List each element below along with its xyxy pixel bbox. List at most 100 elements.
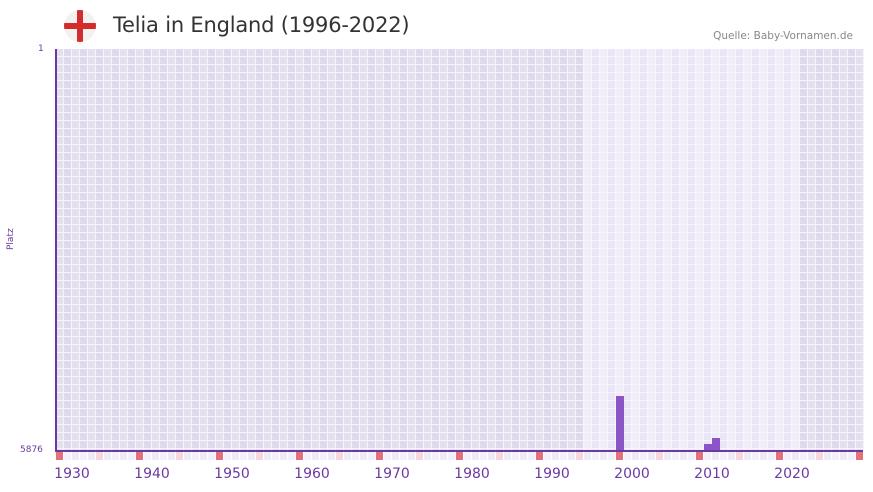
grid-column: [384, 49, 392, 450]
year-marker: [528, 451, 535, 460]
year-marker: [432, 451, 439, 460]
year-marker: [56, 451, 63, 460]
grid-column: [608, 49, 616, 450]
grid-column: [120, 49, 128, 450]
year-marker: [352, 451, 359, 460]
grid-column: [544, 49, 552, 450]
grid-column: [808, 49, 816, 450]
x-tick-label: 1990: [534, 466, 570, 482]
grid-column: [280, 49, 288, 450]
year-marker: [72, 451, 79, 460]
year-marker: [512, 451, 519, 460]
grid-column: [400, 49, 408, 450]
year-marker: [504, 451, 511, 460]
year-marker: [648, 451, 655, 460]
grid-column: [824, 49, 832, 450]
year-marker: [576, 451, 583, 460]
year-marker: [552, 451, 559, 460]
year-marker: [312, 451, 319, 460]
x-tick-label: 1930: [54, 466, 90, 482]
plot-area: [56, 49, 864, 450]
year-marker: [376, 451, 383, 460]
grid-column: [360, 49, 368, 450]
source-link[interactable]: Quelle: Baby-Vornamen.de: [713, 30, 853, 42]
year-marker: [88, 451, 95, 460]
year-marker: [256, 451, 263, 460]
year-marker: [784, 451, 791, 460]
year-marker: [496, 451, 503, 460]
year-marker: [136, 451, 143, 460]
grid-column: [672, 49, 680, 450]
grid-column: [344, 49, 352, 450]
grid-column: [776, 49, 784, 450]
grid-column: [856, 49, 864, 450]
year-marker: [760, 451, 767, 460]
year-marker: [448, 451, 455, 460]
year-marker: [808, 451, 815, 460]
x-axis-line: [55, 450, 863, 452]
year-marker: [592, 451, 599, 460]
year-marker: [656, 451, 663, 460]
grid-column: [312, 49, 320, 450]
england-flag-icon: [64, 10, 96, 42]
grid-column: [80, 49, 88, 450]
grid-column: [64, 49, 72, 450]
grid-column: [504, 49, 512, 450]
grid-column: [152, 49, 160, 450]
grid-column: [72, 49, 80, 450]
rank-bar[interactable]: [616, 396, 624, 450]
grid-column: [616, 49, 624, 450]
grid-column: [792, 49, 800, 450]
grid-column: [664, 49, 672, 450]
grid-column: [264, 49, 272, 450]
grid-column: [696, 49, 704, 450]
year-marker: [168, 451, 175, 460]
year-marker: [152, 451, 159, 460]
rank-bar[interactable]: [712, 437, 720, 450]
year-marker: [248, 451, 255, 460]
year-marker: [672, 451, 679, 460]
year-marker: [392, 451, 399, 460]
year-marker: [856, 451, 863, 460]
grid-column: [128, 49, 136, 450]
grid-column: [112, 49, 120, 450]
grid-column: [104, 49, 112, 450]
rank-bar[interactable]: [704, 443, 712, 450]
chart-header: Telia in England (1996-2022) Quelle: Bab…: [0, 0, 873, 48]
year-marker: [272, 451, 279, 460]
grid-column: [592, 49, 600, 450]
grid-column: [184, 49, 192, 450]
x-tick-label: 1960: [294, 466, 330, 482]
x-tick-label: 2010: [694, 466, 730, 482]
grid-column: [600, 49, 608, 450]
grid-column: [328, 49, 336, 450]
grid-column: [488, 49, 496, 450]
year-marker: [440, 451, 447, 460]
year-marker: [560, 451, 567, 460]
grid-column: [448, 49, 456, 450]
grid-column: [832, 49, 840, 450]
year-marker: [568, 451, 575, 460]
year-marker: [600, 451, 607, 460]
grid-column: [752, 49, 760, 450]
year-marker: [680, 451, 687, 460]
year-marker: [344, 451, 351, 460]
year-marker: [240, 451, 247, 460]
y-axis-line: [55, 49, 57, 451]
year-marker: [584, 451, 591, 460]
year-marker: [800, 451, 807, 460]
y-axis-bottom-label: 5876: [20, 445, 43, 455]
grid-column: [440, 49, 448, 450]
grid-column: [224, 49, 232, 450]
year-marker: [544, 451, 551, 460]
grid-column: [624, 49, 632, 450]
grid-column: [632, 49, 640, 450]
grid-column: [432, 49, 440, 450]
grid-column: [736, 49, 744, 450]
grid-column: [336, 49, 344, 450]
grid-column: [768, 49, 776, 450]
grid-column: [688, 49, 696, 450]
year-marker: [752, 451, 759, 460]
year-marker: [288, 451, 295, 460]
year-marker: [472, 451, 479, 460]
